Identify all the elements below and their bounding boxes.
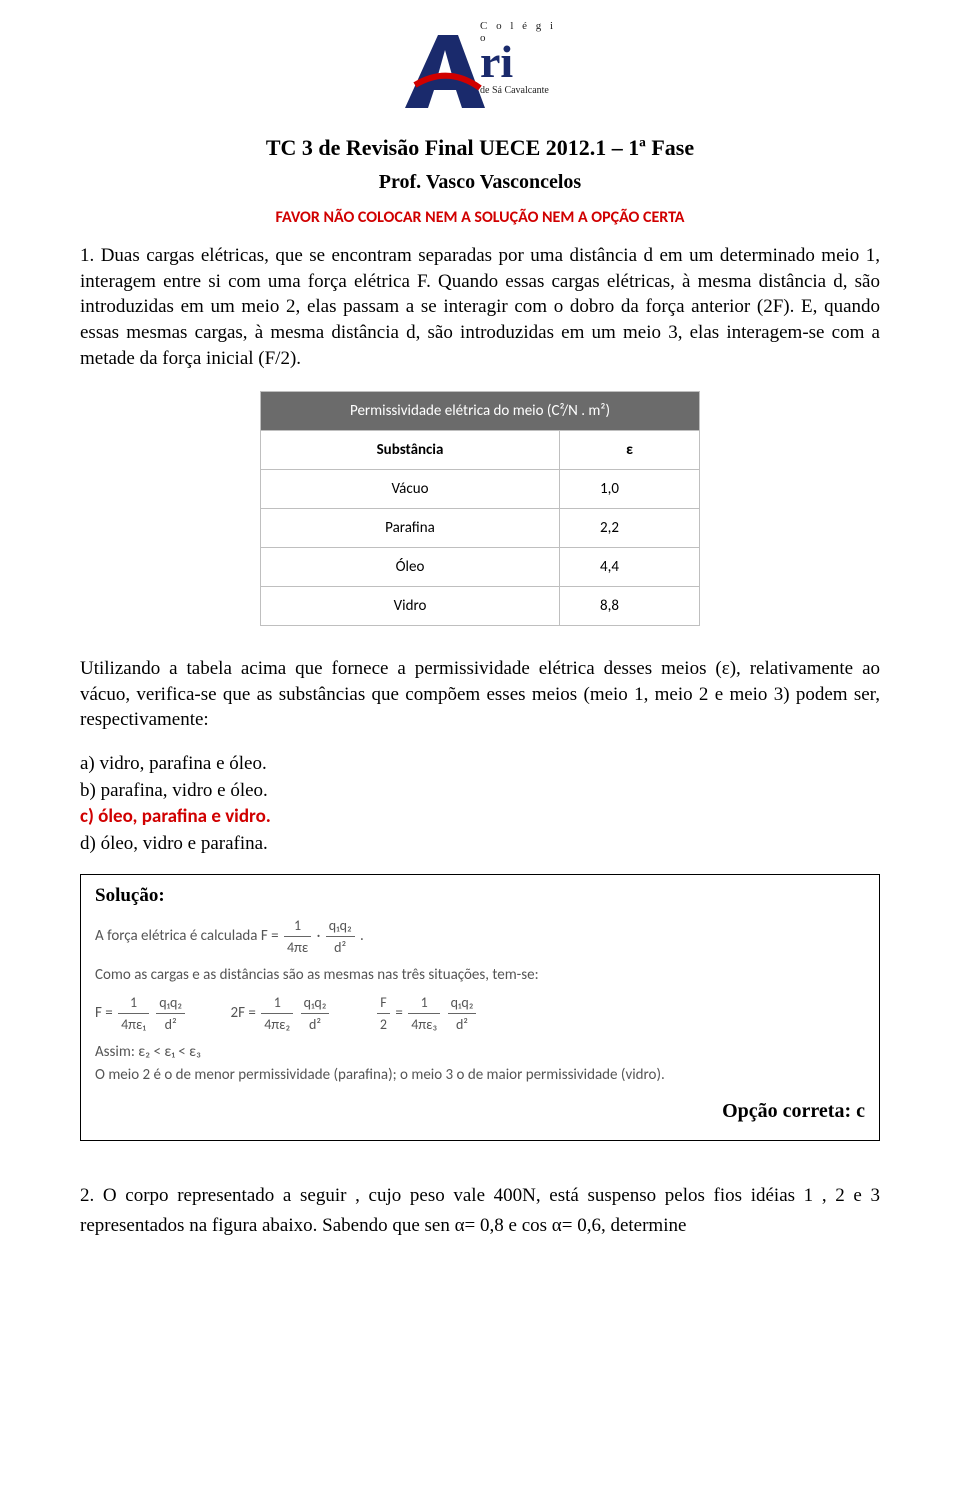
doc-subtitle: Prof. Vasco Vasconcelos [80, 171, 880, 194]
table-row: Vácuo [261, 470, 560, 509]
solution-box: Solução: A força elétrica é calculada F … [80, 874, 880, 1142]
table-row: 8,8 [560, 587, 700, 626]
table-row: Óleo [261, 548, 560, 587]
logo-a-svg [400, 30, 490, 110]
table-header: Permissividade elétrica do meio (C²/N . … [261, 392, 700, 431]
table-row: Parafina [261, 509, 560, 548]
logo-ri: ri [480, 44, 560, 81]
q2-text: 2. O corpo representado a seguir , cujo … [80, 1181, 880, 1242]
table-row: 4,4 [560, 548, 700, 587]
permissividade-table: Permissividade elétrica do meio (C²/N . … [260, 391, 700, 626]
option-d: d) óleo, vidro e parafina. [80, 831, 880, 858]
table-col1: Substância [261, 431, 560, 470]
solution-label: Solução: [95, 885, 865, 907]
sol-line3: Assim: ε₂ < ε₁ < ε₃ [95, 1041, 865, 1064]
table-row: 2,2 [560, 509, 700, 548]
q1-text: 1. Duas cargas elétricas, que se encontr… [80, 243, 880, 371]
solution-content: A força elétrica é calculada F = 14πε · … [95, 915, 865, 1127]
sol-line4: O meio 2 é o de menor permissividade (pa… [95, 1064, 865, 1087]
school-logo: C o l é g i o ri de Sá Cavalcante [80, 20, 880, 115]
sol-line2: Como as cargas e as distâncias são as me… [95, 964, 865, 987]
option-b: b) parafina, vidro e óleo. [80, 778, 880, 805]
logo-sub: de Sá Cavalcante [480, 85, 560, 96]
sol-line1-pre: A força elétrica é calculada F = [95, 927, 282, 945]
option-a: a) vidro, parafina e óleo. [80, 751, 880, 778]
option-c-correct: c) óleo, parafina e vidro. [80, 804, 880, 831]
warning-text: FAVOR NÃO COLOCAR NEM A SOLUÇÃO NEM A OP… [80, 208, 880, 227]
answer-line: Opção correta: c [95, 1096, 865, 1126]
table-col2: ε [560, 431, 700, 470]
table-row: 1,0 [560, 470, 700, 509]
q1-after: Utilizando a tabela acima que fornece a … [80, 656, 880, 733]
doc-title: TC 3 de Revisão Final UECE 2012.1 – 1ª F… [80, 135, 880, 161]
table-row: Vidro [261, 587, 560, 626]
